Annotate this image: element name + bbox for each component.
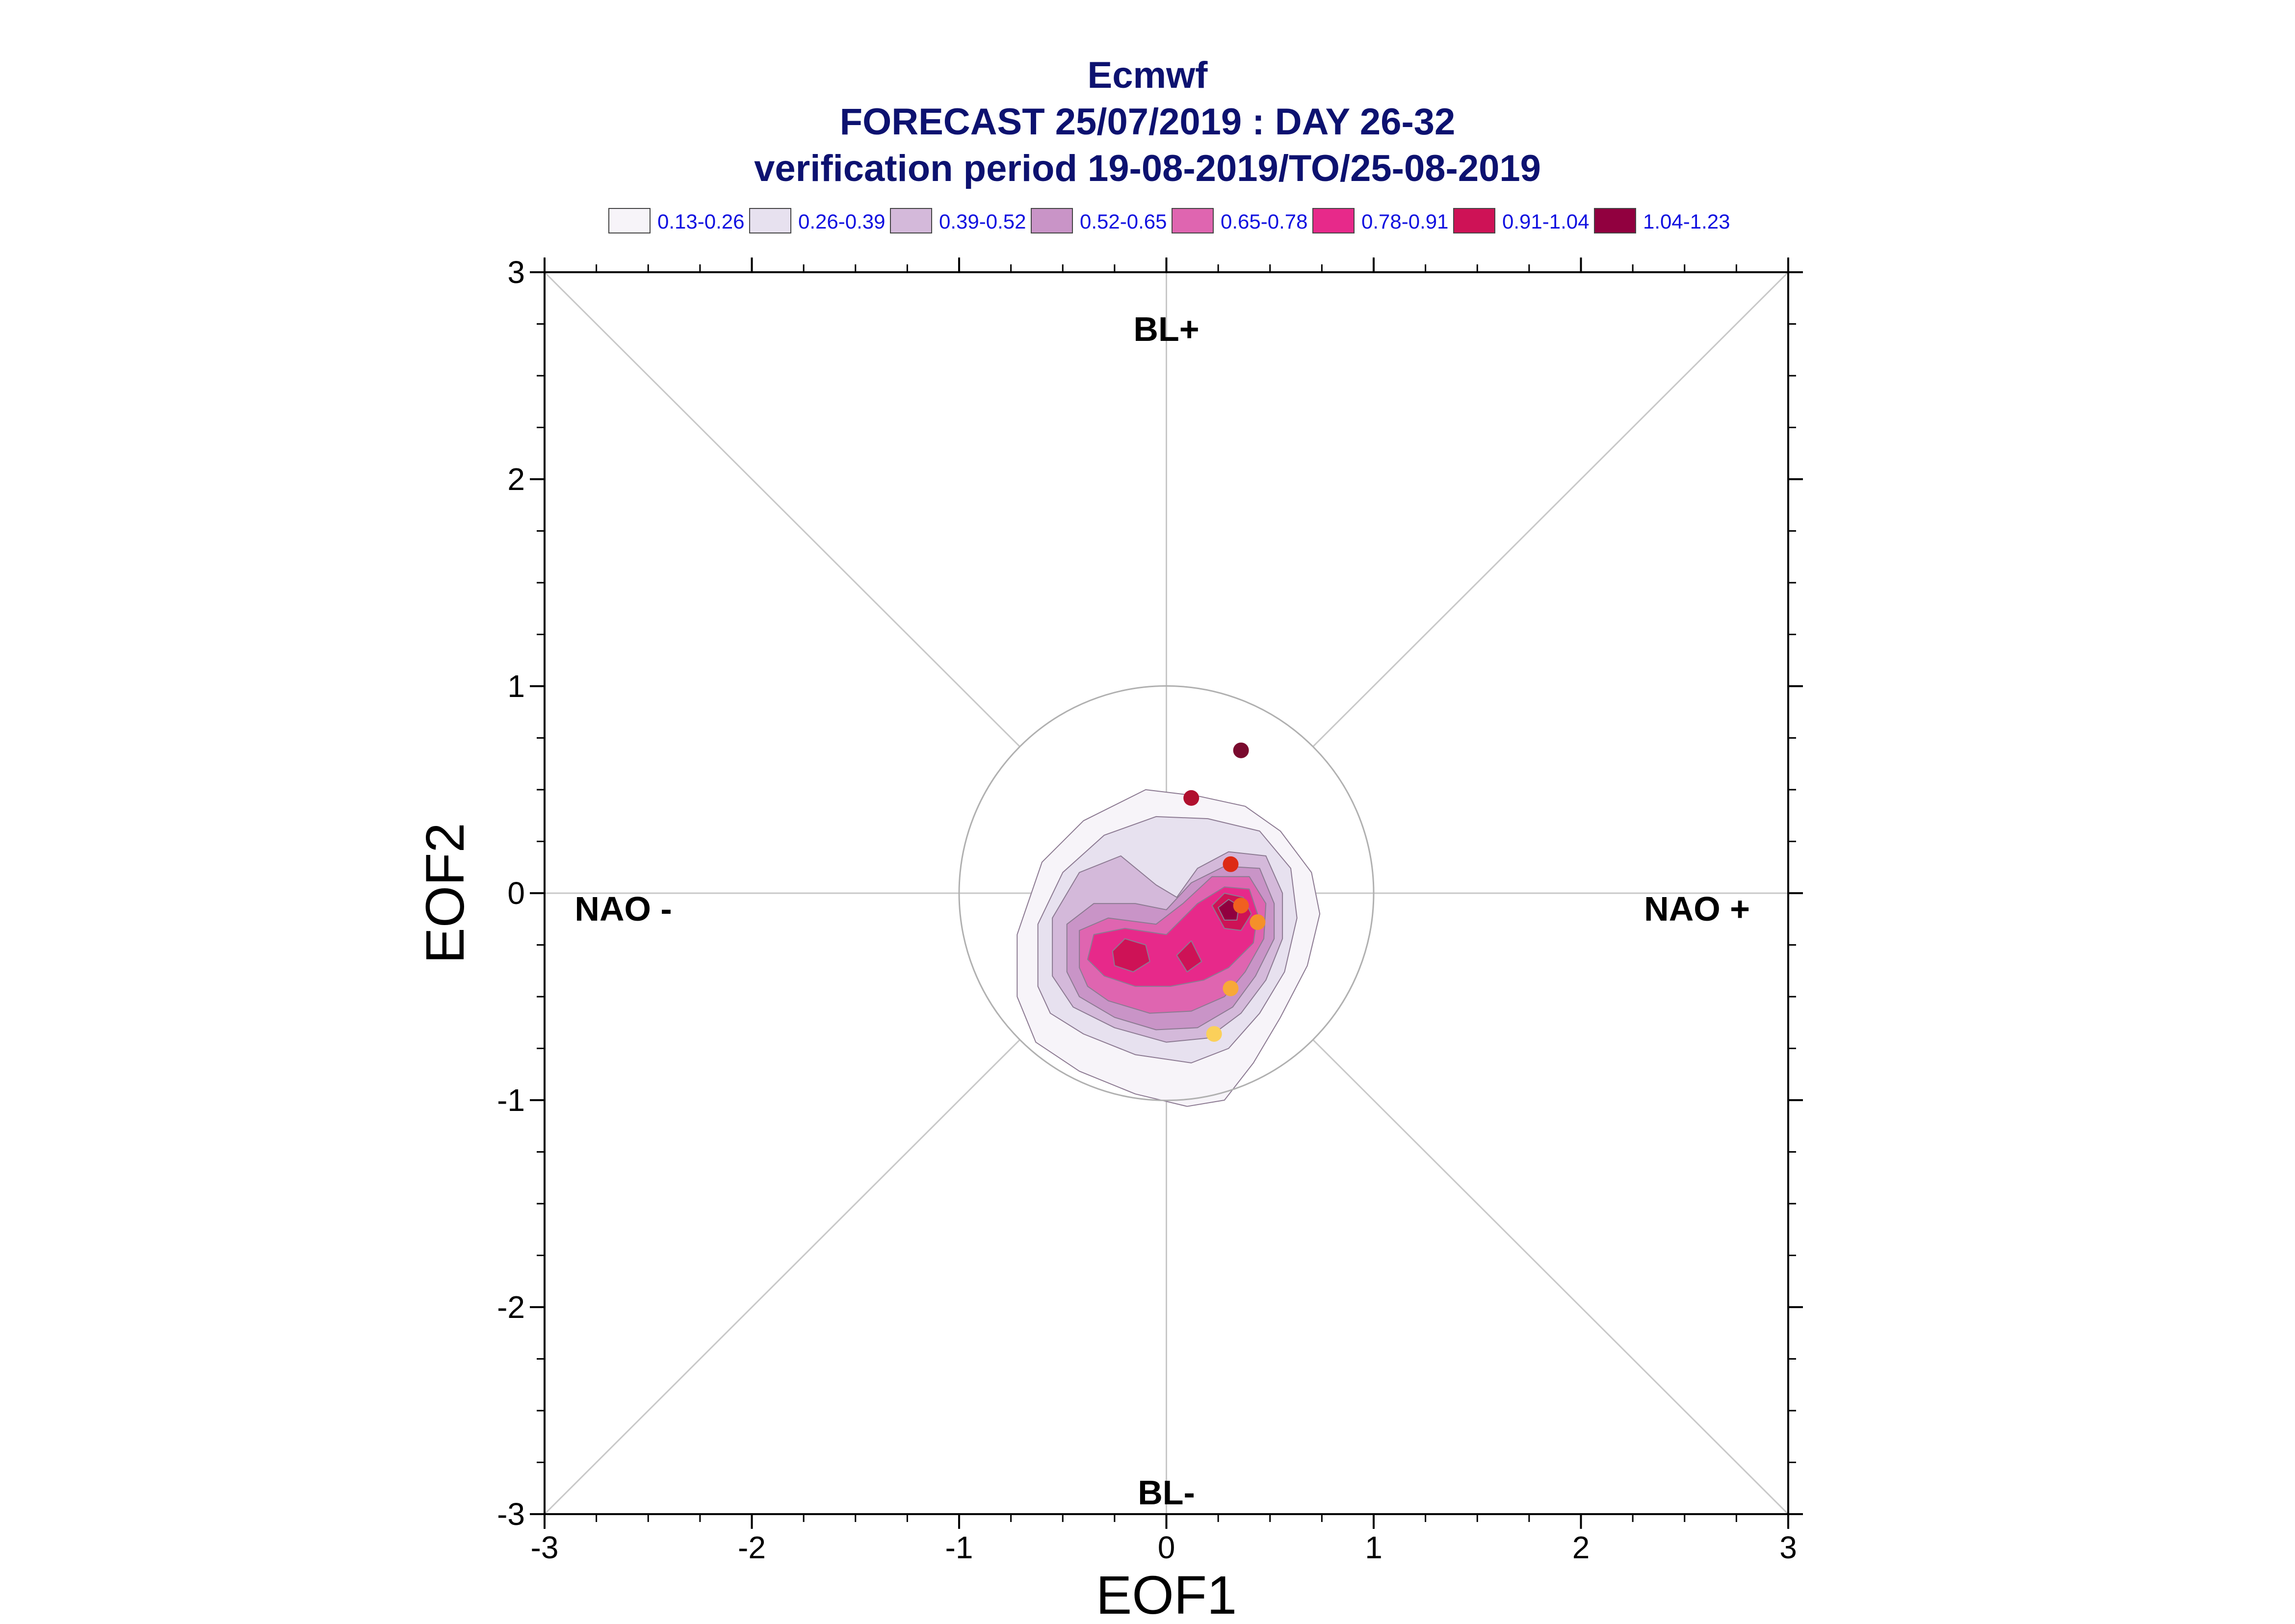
y-tick-label: 3 [507,255,525,290]
unit-circle [958,685,1375,1101]
x-tick-label: -2 [738,1530,766,1565]
legend-label: 0.91-1.04 [1502,210,1590,233]
legend-label: 0.65-0.78 [1221,210,1308,233]
legend-swatch [1312,208,1355,233]
x-tick-label: 0 [1158,1530,1175,1565]
verification-period: verification period 19-08-2019/TO/25-08-… [754,148,1541,189]
regime-label-right: NAO + [1644,890,1750,928]
chart-subtitle: FORECAST 25/07/2019 : DAY 26-32 [839,101,1456,143]
x-tick-label: 2 [1572,1530,1590,1565]
data-point [1250,914,1266,930]
regime-label-bottom: BL- [1138,1473,1195,1512]
legend-label: 0.26-0.39 [798,210,886,233]
diagonal-guide-line [1312,271,1789,748]
y-tick-label: 0 [507,876,525,911]
data-point [1233,742,1249,758]
y-tick-label: -1 [497,1083,525,1118]
diagonal-guide-line [544,271,1020,748]
density-contour [1112,938,1150,973]
chart-title: Ecmwf [1087,54,1208,96]
y-tick-label: -3 [497,1496,525,1532]
data-point [1223,856,1239,872]
legend-label: 0.13-0.26 [657,210,745,233]
y-axis-label: EOF2 [415,823,475,963]
x-tick-label: 1 [1365,1530,1382,1565]
legend-label: 0.39-0.52 [939,210,1026,233]
legend-label: 0.78-0.91 [1361,210,1449,233]
density-contour [1176,940,1202,973]
legend-swatch [1031,208,1073,233]
data-point [1223,980,1239,997]
regime-label-top: BL+ [1133,310,1199,348]
x-tick-label: -1 [945,1530,973,1565]
legend-label: 0.52-0.65 [1080,210,1167,233]
x-tick-label: -3 [531,1530,559,1565]
legend-swatch [608,208,651,233]
data-point [1206,1026,1222,1042]
legend-swatch [1594,208,1636,233]
x-tick-label: 3 [1779,1530,1797,1565]
regime-label-left: NAO - [574,890,672,928]
diagonal-guide-line [1312,1039,1789,1515]
legend-label: 1.04-1.23 [1643,210,1730,233]
legend-swatch [1453,208,1495,233]
y-tick-label: 1 [507,669,525,704]
y-tick-label: 2 [507,462,525,497]
legend-swatch [890,208,932,233]
legend-swatch [1172,208,1214,233]
y-tick-label: -2 [497,1289,525,1325]
x-axis-label: EOF1 [1096,1565,1237,1624]
data-point [1183,790,1200,806]
legend-swatch [749,208,791,233]
data-point [1233,898,1249,914]
diagonal-guide-line [544,1039,1020,1515]
